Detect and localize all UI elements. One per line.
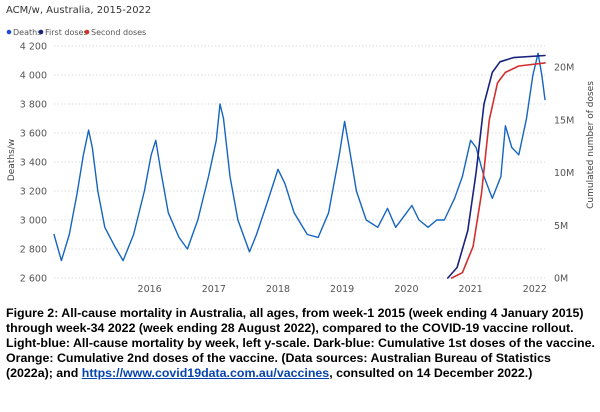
legend-marker-first-doses [38, 29, 44, 35]
x-tick-label: 2018 [266, 284, 290, 295]
series-line-deaths [53, 52, 546, 262]
grid [54, 45, 545, 279]
legend-marker-deaths [6, 29, 12, 35]
y-right-tick-label: 5M [554, 221, 568, 232]
series-layer [53, 52, 546, 279]
y-left-tick-label: 3 600 [20, 129, 47, 140]
y-axis-right-title: Cumulated number of doses [586, 81, 596, 209]
legend-label-deaths: Deaths [13, 28, 41, 37]
x-tick-label: 2016 [138, 284, 162, 295]
caption-source-link[interactable]: https://www.covid19data.com.au/vaccines [81, 366, 330, 381]
y-left-tick-label: 4 000 [20, 71, 47, 82]
legend-label-first-doses: First doses [45, 28, 88, 37]
y-right-tick-label: 20M [554, 63, 574, 74]
series-line-first-doses [447, 54, 546, 279]
mortality-vaccine-chart: 2 600 2 800 3 000 3 200 3 400 3 600 3 800 4 000… [6, 5, 596, 296]
caption-text: Figure 2: All-cause mortality in Austral… [6, 306, 595, 381]
caption-text-end: , consulted on 14 December 2022.) [329, 366, 533, 381]
legend-marker-second-doses [84, 29, 90, 35]
y-left-tick-label: 2 600 [20, 274, 47, 285]
y-left-tick-label: 3 000 [20, 216, 47, 227]
chart-title: ACM/w, Australia, 2015-2022 [6, 5, 151, 16]
y-left-tick-label: 4 200 [20, 42, 47, 53]
x-tick-label: 2019 [330, 284, 354, 295]
series-line-second-doses [450, 62, 546, 279]
y-right-tick-label: 15M [554, 115, 574, 126]
x-tick-label: 2022 [523, 284, 547, 295]
x-tick-label: 2021 [459, 284, 483, 295]
y-axis-left-title: Deaths/w [7, 139, 17, 181]
y-left-tick-label: 3 200 [20, 187, 47, 198]
x-tick-label: 2020 [394, 284, 418, 295]
y-left-tick-label: 3 800 [20, 100, 47, 111]
x-tick-label: 2017 [202, 284, 226, 295]
legend: Deaths First doses Second doses [6, 28, 146, 37]
legend-label-second-doses: Second doses [91, 28, 146, 37]
tick-layer: 2 600 2 800 3 000 3 200 3 400 3 600 3 800 4 000… [20, 42, 575, 296]
y-right-tick-label: 0M [554, 274, 568, 285]
y-left-tick-label: 2 800 [20, 245, 47, 256]
y-right-tick-label: 10M [554, 168, 574, 179]
y-left-tick-label: 3 400 [20, 158, 47, 169]
figure-caption: Figure 2: All-cause mortality in Austral… [6, 306, 596, 381]
